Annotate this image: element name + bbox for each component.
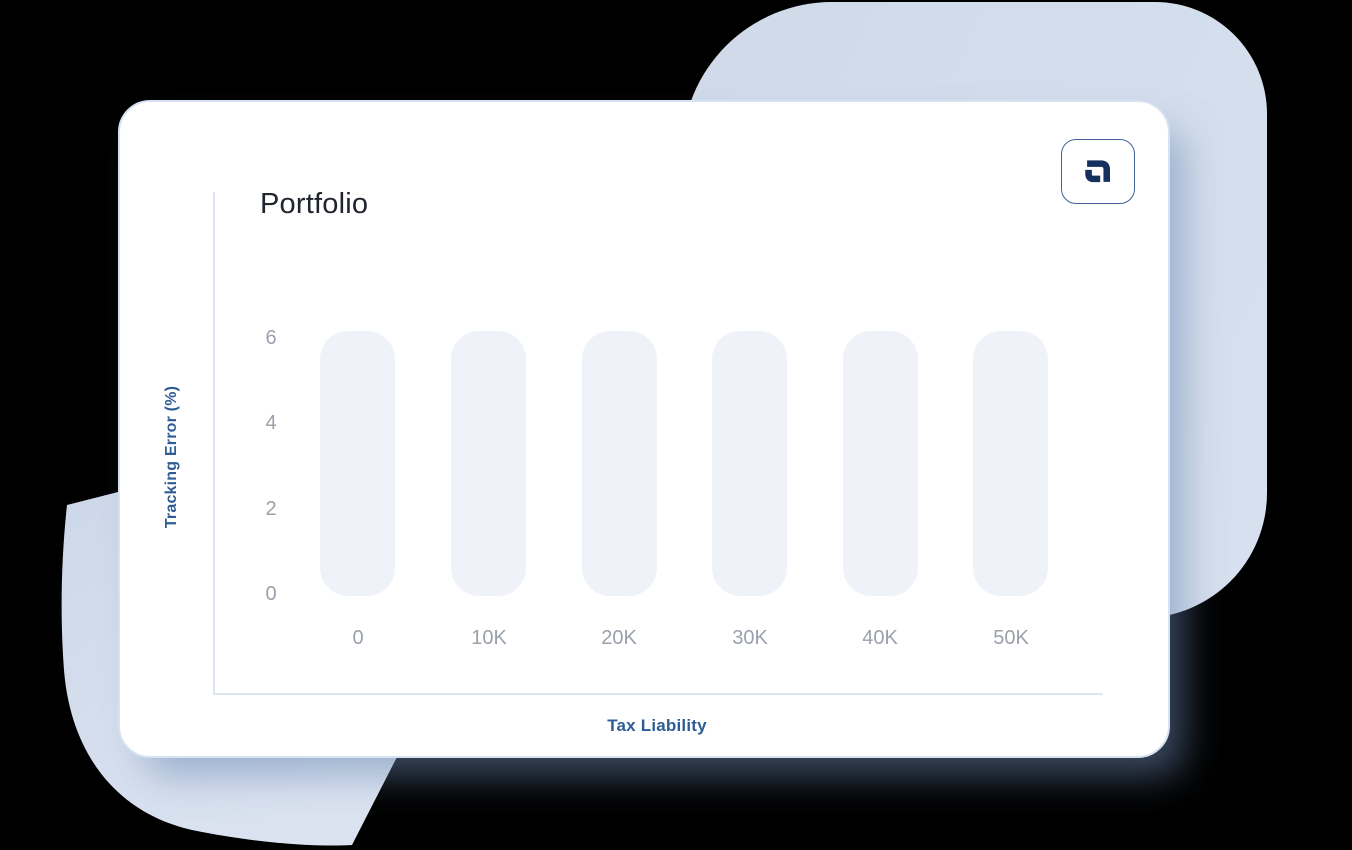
y-tick-2: 2: [265, 498, 277, 520]
brand-logo-icon: [1085, 159, 1110, 182]
x-tick-30k: 30K: [732, 627, 768, 649]
y-axis-title: Tracking Error (%): [163, 385, 180, 529]
x-tick-50k: 50K: [993, 627, 1029, 649]
x-tick-40k: 40K: [862, 627, 898, 649]
brand-logo-button[interactable]: [1061, 139, 1135, 204]
portfolio-card: Portfolio Tracking Error (%) Tax Liabili…: [118, 100, 1170, 758]
y-tick-4: 4: [265, 412, 277, 434]
x-tick-10k: 10K: [471, 627, 507, 649]
placeholder-bar: [320, 331, 395, 596]
y-tick-6: 6: [265, 327, 277, 349]
x-tick-20k: 20K: [601, 627, 637, 649]
y-tick-0: 0: [265, 583, 277, 605]
x-axis-title: Tax Liability: [607, 716, 707, 735]
card-title: Portfolio: [260, 188, 369, 220]
x-tick-0: 0: [352, 627, 364, 649]
placeholder-bar: [582, 331, 657, 596]
placeholder-bar: [451, 331, 526, 596]
y-axis-line: [213, 192, 215, 695]
placeholder-bar: [973, 331, 1048, 596]
placeholder-bar: [712, 331, 787, 596]
x-axis-line: [213, 693, 1103, 695]
placeholder-bar: [843, 331, 918, 596]
